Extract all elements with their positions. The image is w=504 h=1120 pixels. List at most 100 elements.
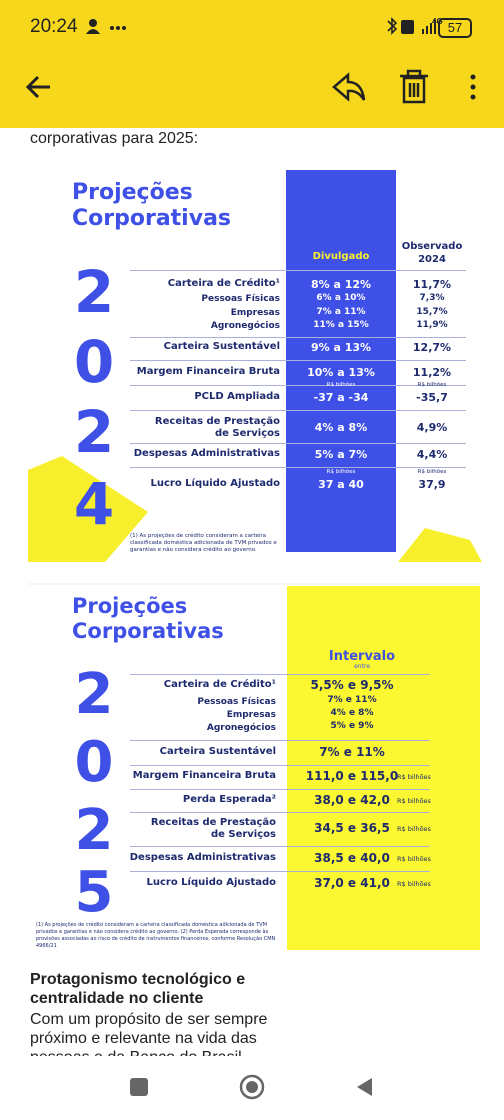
row-label: Margem Financeira Bruta bbox=[136, 366, 280, 377]
value-unit: R$ bilhões bbox=[417, 382, 447, 388]
disclosed-value: 7% a 11% bbox=[316, 307, 366, 317]
row-label: Agronegócios bbox=[210, 321, 280, 331]
row-label: Perda Esperada² bbox=[182, 794, 276, 805]
back-nav-button[interactable] bbox=[357, 1078, 372, 1096]
signal-icons bbox=[387, 17, 436, 35]
separator bbox=[130, 360, 466, 361]
row-label: Lucro Líquido Ajustado bbox=[150, 478, 280, 489]
separator bbox=[130, 674, 430, 675]
footnote: (1) As projeções de crédito consideram a… bbox=[36, 922, 276, 949]
battery: 57 bbox=[438, 18, 472, 38]
value-unit: R$ bilhões bbox=[397, 855, 431, 863]
value-unit: R$ bilhões bbox=[417, 469, 447, 475]
disclosed-value: 8% a 12% bbox=[310, 278, 372, 291]
more-button[interactable] bbox=[470, 74, 476, 100]
row-label: Carteira de Crédito¹ bbox=[163, 679, 276, 690]
separator bbox=[130, 410, 466, 411]
year-digit: 0 bbox=[74, 730, 114, 795]
row-label: Carteira Sustentável bbox=[163, 341, 280, 352]
value-unit: R$ bilhões bbox=[397, 773, 431, 781]
status-icons bbox=[86, 19, 126, 34]
separator bbox=[130, 846, 430, 847]
row-label: Agronegócios bbox=[206, 723, 276, 733]
observed-value: 7,3% bbox=[419, 293, 445, 303]
value-unit: R$ bilhões bbox=[397, 880, 431, 888]
card-title: Corporativas bbox=[72, 619, 224, 643]
value-unit: R$ bilhões bbox=[326, 382, 356, 388]
article-paragraph: Com um propósito de ser sempre próximo e… bbox=[30, 1011, 268, 1056]
row-label: Receitas de Prestação de Serviços bbox=[154, 416, 280, 439]
row-label: Carteira de Crédito¹ bbox=[167, 278, 280, 289]
nav-buttons bbox=[130, 1074, 372, 1100]
row-label: Lucro Líquido Ajustado bbox=[146, 877, 276, 888]
separator bbox=[130, 812, 430, 813]
article-heading: Protagonismo tecnológico e centralidade … bbox=[30, 971, 246, 1007]
year-digit: 4 bbox=[73, 470, 115, 538]
range-value: 38,5 e 40,0 bbox=[314, 851, 390, 865]
observed-value: 4,4% bbox=[416, 448, 448, 461]
row-label: Receitas de Prestação de Serviços bbox=[150, 817, 276, 840]
disclosed-value: 4% a 8% bbox=[314, 421, 368, 434]
year-digit: 5 bbox=[74, 860, 114, 925]
separator bbox=[130, 443, 466, 444]
status-time: 20:24 bbox=[30, 16, 78, 37]
range-value: 7% e 11% bbox=[319, 745, 385, 759]
reply-button[interactable] bbox=[332, 72, 366, 102]
row-label: Pessoas Físicas bbox=[201, 294, 280, 304]
disclosed-value: 10% a 13% bbox=[307, 366, 375, 379]
separator bbox=[130, 337, 466, 338]
range-value: 37,0 e 41,0 bbox=[314, 876, 390, 890]
separator bbox=[130, 270, 466, 271]
card-title: Projeções bbox=[72, 180, 193, 205]
column-header: Divulgado bbox=[312, 251, 370, 262]
app-header bbox=[0, 0, 504, 128]
value-unit: R$ bilhões bbox=[397, 797, 431, 805]
year-digit: 2 bbox=[73, 258, 115, 326]
separator bbox=[130, 740, 430, 741]
range-value: 4% e 8% bbox=[330, 708, 374, 718]
row-label: Carteira Sustentável bbox=[159, 746, 276, 757]
disclosed-value: 11% a 15% bbox=[313, 320, 369, 330]
separator bbox=[130, 467, 466, 468]
disclosed-value: 37 a 40 bbox=[318, 478, 364, 491]
disclosed-value: 9% a 13% bbox=[310, 341, 372, 354]
observed-value: 4,9% bbox=[416, 421, 448, 434]
column-header: Intervalo bbox=[328, 649, 396, 664]
home-button[interactable] bbox=[239, 1074, 265, 1100]
observed-value: 11,9% bbox=[416, 320, 448, 330]
toolbar-icons bbox=[25, 69, 476, 104]
year-digit: 0 bbox=[73, 328, 115, 396]
card-title: Corporativas bbox=[72, 206, 232, 231]
row-label: PCLD Ampliada bbox=[194, 391, 280, 402]
range-value: 34,5 e 36,5 bbox=[314, 821, 390, 835]
range-value: 7% e 11% bbox=[327, 695, 377, 705]
column-header: Observado 2024 bbox=[401, 241, 463, 265]
back-button[interactable] bbox=[25, 75, 50, 99]
delete-button[interactable] bbox=[400, 69, 428, 104]
value-unit: R$ bilhões bbox=[326, 469, 356, 475]
observed-value: -35,7 bbox=[416, 391, 448, 404]
network-type: 4G bbox=[432, 17, 443, 26]
disclosed-value: -37 a -34 bbox=[313, 391, 369, 404]
value-unit: R$ bilhões bbox=[397, 825, 431, 833]
row-label: Pessoas Físicas bbox=[197, 697, 276, 707]
recents-button[interactable] bbox=[130, 1078, 148, 1096]
row-label: Margem Financeira Bruta bbox=[132, 770, 276, 781]
range-value: 5% e 9% bbox=[330, 721, 374, 731]
observed-value: 11,7% bbox=[412, 278, 452, 291]
row-label: Despesas Administrativas bbox=[133, 448, 280, 459]
disclosed-value: 6% a 10% bbox=[316, 293, 366, 303]
year-digit: 2 bbox=[74, 798, 114, 863]
row-label: Empresas bbox=[230, 308, 280, 318]
year-digit: 2 bbox=[73, 398, 115, 466]
range-value: 38,0 e 42,0 bbox=[314, 793, 390, 807]
separator bbox=[130, 789, 430, 790]
intro-text: corporativas para 2025: bbox=[30, 130, 199, 147]
disclosed-value: 5% a 7% bbox=[314, 448, 368, 461]
separator bbox=[130, 385, 466, 386]
separator bbox=[130, 871, 430, 872]
separator bbox=[130, 765, 430, 766]
year-digit: 2 bbox=[74, 662, 114, 727]
column-header-sub: entre bbox=[354, 663, 370, 670]
